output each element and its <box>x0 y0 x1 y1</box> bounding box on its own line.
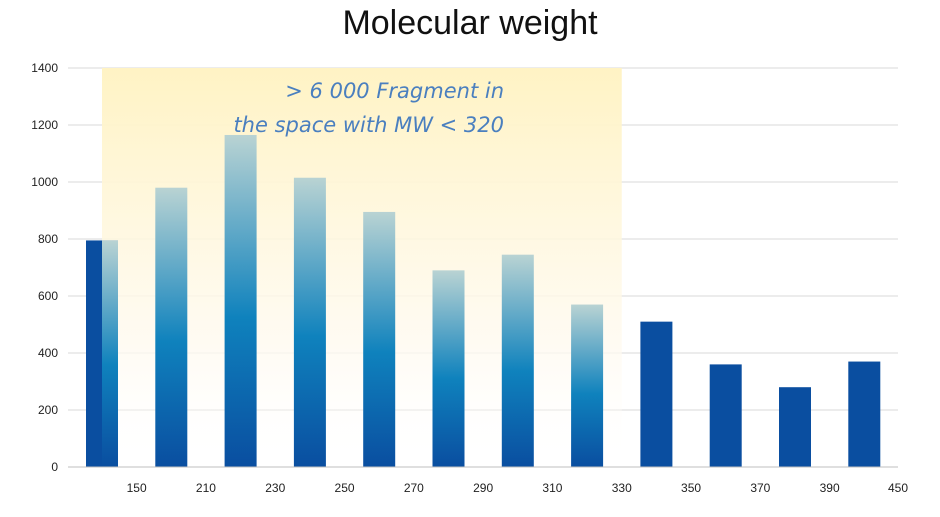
x-tick-label: 330 <box>612 481 632 495</box>
bar <box>432 270 465 467</box>
x-tick-label: 150 <box>127 481 147 495</box>
y-tick-label: 0 <box>51 460 58 474</box>
x-tick-label: 450 <box>888 481 908 495</box>
bar <box>501 254 534 467</box>
y-tick-label: 400 <box>38 346 58 360</box>
bar <box>155 187 188 467</box>
bar <box>571 304 604 467</box>
bar-highlight-part <box>102 240 118 467</box>
y-tick-label: 600 <box>38 289 58 303</box>
chart-title: Molecular weight <box>342 4 598 42</box>
y-tick-label: 1200 <box>31 118 58 132</box>
x-tick-label: 290 <box>473 481 493 495</box>
bar <box>779 387 811 467</box>
x-tick-label: 350 <box>681 481 701 495</box>
bar <box>224 134 257 467</box>
x-tick-label: 310 <box>542 481 562 495</box>
annotation-line-2: the space with MW < 320 <box>233 113 504 137</box>
x-tick-label: 210 <box>196 481 216 495</box>
x-tick-label: 230 <box>265 481 285 495</box>
bar <box>363 211 396 467</box>
x-tick-label: 370 <box>750 481 770 495</box>
y-tick-label: 1400 <box>31 61 58 75</box>
bar <box>293 177 326 467</box>
highlight-region <box>102 68 622 467</box>
annotation-line-1: > 6 000 Fragment in <box>285 79 504 103</box>
bar <box>848 361 881 467</box>
bar <box>709 364 742 467</box>
x-tick-label: 390 <box>820 481 840 495</box>
y-tick-label: 800 <box>38 232 58 246</box>
x-tick-label: 270 <box>404 481 424 495</box>
bar <box>640 321 673 467</box>
y-tick-label: 200 <box>38 403 58 417</box>
x-tick-label: 250 <box>335 481 355 495</box>
y-tick-label: 1000 <box>31 175 58 189</box>
